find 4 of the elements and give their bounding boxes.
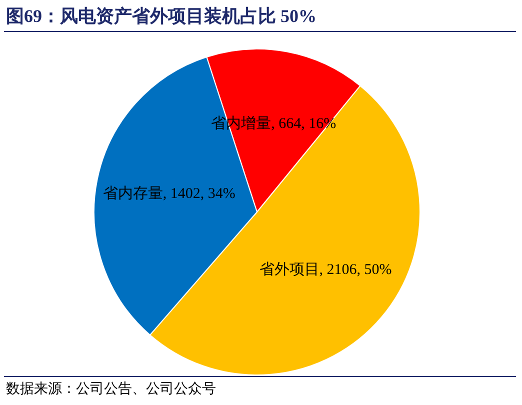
- source-note: 数据来源：公司公告、公司公众号: [6, 380, 216, 398]
- chart-title: 图69：风电资产省外项目装机占比 50%: [6, 5, 316, 28]
- slice-label: 省外项目, 2106, 50%: [259, 260, 392, 278]
- slice-label: 省内存量, 1402, 34%: [102, 185, 236, 202]
